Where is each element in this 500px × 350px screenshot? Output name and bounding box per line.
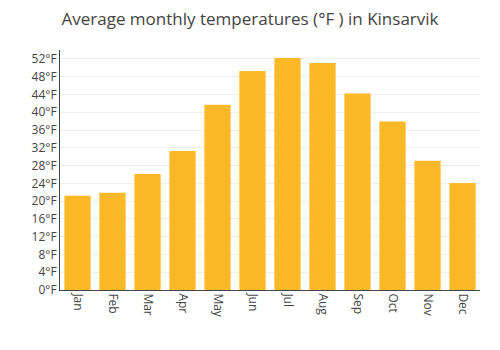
svg-text:Aug: Aug	[315, 293, 332, 315]
svg-text:Mar: Mar	[140, 293, 157, 315]
svg-text:0°F: 0°F	[38, 281, 56, 298]
svg-text:12°F: 12°F	[32, 228, 57, 245]
svg-text:Jun: Jun	[245, 292, 262, 311]
svg-text:Average monthly temperatures (: Average monthly temperatures (°F ) in Ki…	[61, 7, 438, 30]
svg-text:28°F: 28°F	[32, 157, 57, 174]
svg-text:May: May	[210, 293, 227, 317]
svg-text:16°F: 16°F	[32, 210, 57, 227]
svg-text:36°F: 36°F	[32, 121, 57, 138]
svg-text:Apr: Apr	[175, 293, 192, 313]
svg-text:Jul: Jul	[280, 292, 297, 307]
svg-text:Jan: Jan	[70, 292, 87, 310]
svg-text:20°F: 20°F	[32, 192, 57, 209]
svg-text:44°F: 44°F	[32, 86, 57, 103]
svg-text:Oct: Oct	[385, 293, 402, 312]
svg-text:52°F: 52°F	[32, 50, 57, 67]
svg-text:8°F: 8°F	[38, 246, 56, 263]
svg-text:40°F: 40°F	[32, 103, 57, 120]
svg-text:Sep: Sep	[350, 293, 367, 314]
svg-text:4°F: 4°F	[38, 263, 56, 280]
svg-text:48°F: 48°F	[32, 68, 57, 85]
svg-text:Nov: Nov	[420, 293, 437, 315]
svg-text:24°F: 24°F	[32, 175, 57, 192]
svg-text:Dec: Dec	[455, 293, 472, 314]
svg-text:Feb: Feb	[105, 293, 122, 313]
svg-text:32°F: 32°F	[32, 139, 57, 156]
